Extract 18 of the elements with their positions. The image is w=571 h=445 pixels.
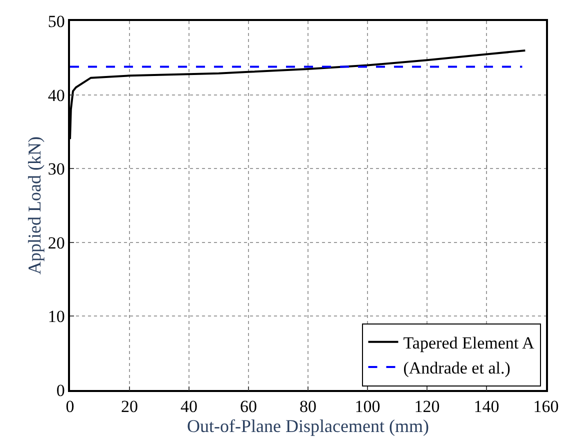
- y-tick-label: 10: [48, 307, 65, 326]
- x-tick-label: 120: [414, 397, 440, 416]
- y-tick-label: 50: [48, 12, 65, 31]
- x-tick-label: 100: [354, 397, 380, 416]
- y-axis-title: Applied Load (kN): [24, 136, 45, 274]
- y-tick-label: 0: [56, 380, 65, 400]
- y-tick-label: 40: [48, 86, 65, 105]
- y-tick-label: 20: [48, 233, 65, 252]
- x-tick-label: 60: [240, 397, 257, 416]
- x-tick-label: 160: [533, 397, 559, 416]
- x-tick-label: 140: [474, 397, 500, 416]
- legend-label: (Andrade et al.): [403, 358, 510, 378]
- x-tick-label: 20: [121, 397, 138, 416]
- y-tick-label: 30: [48, 160, 65, 179]
- x-tick-label: 80: [300, 397, 316, 416]
- legend-label: Tapered Element A: [403, 333, 535, 352]
- x-tick-label: 40: [180, 397, 198, 416]
- x-axis-title: Out-of-Plane Displacement (mm): [187, 416, 429, 436]
